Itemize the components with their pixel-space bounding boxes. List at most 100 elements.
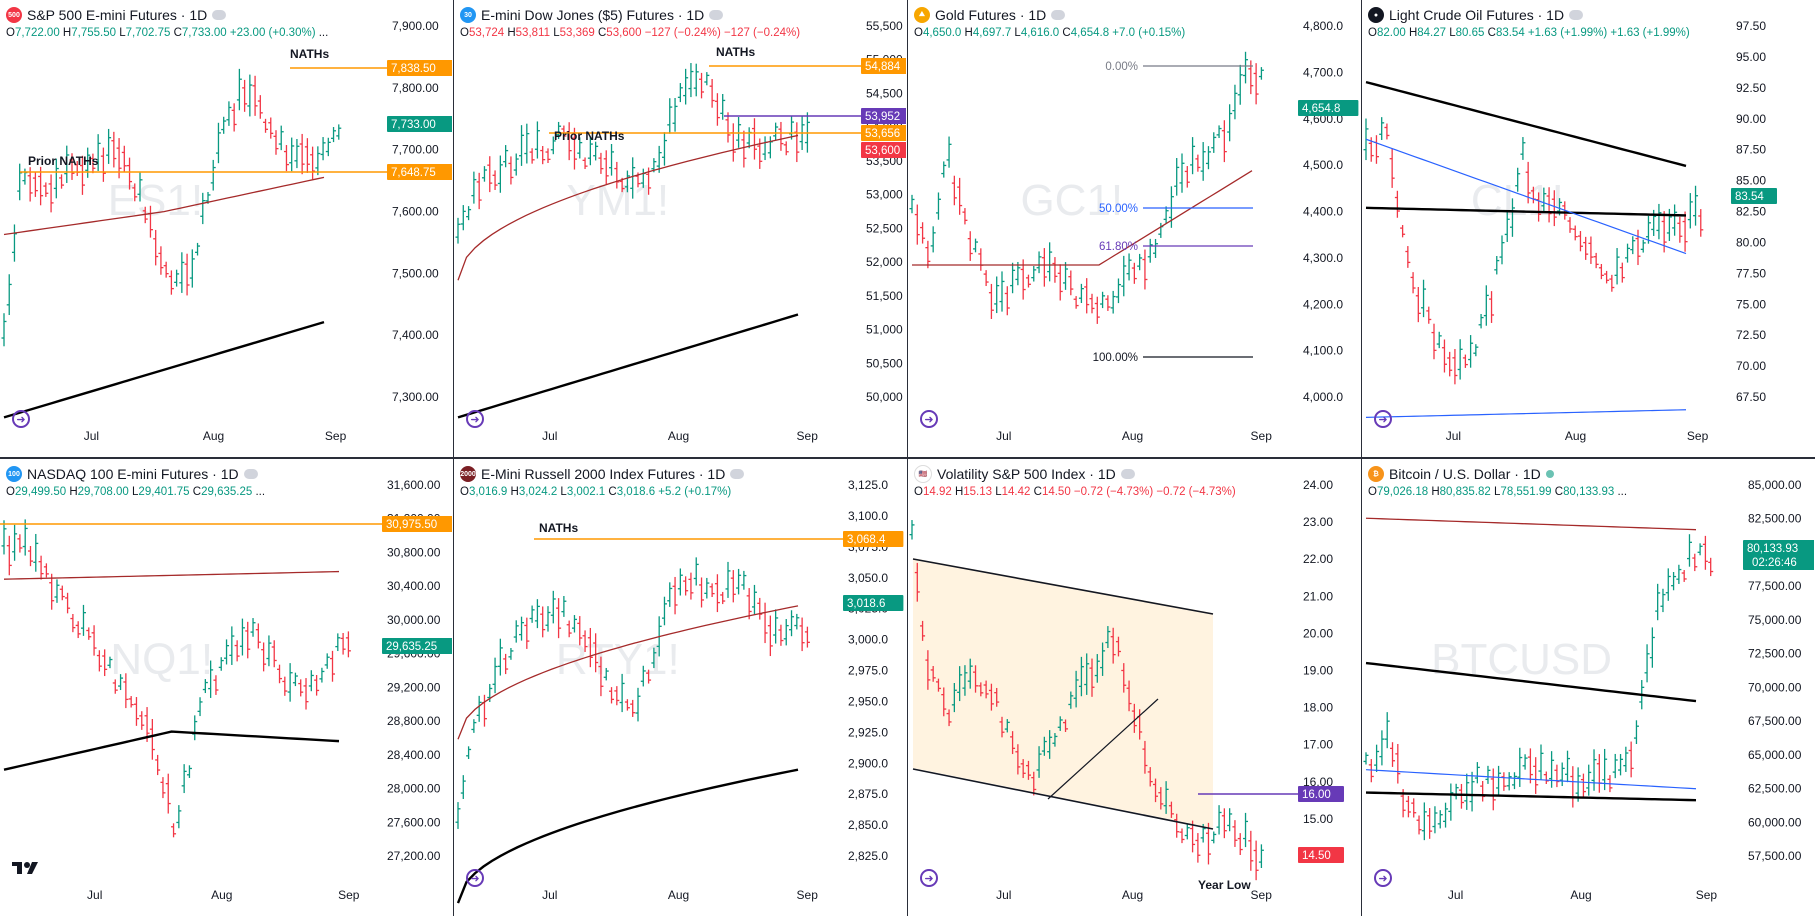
market-status-icon[interactable] — [212, 10, 227, 20]
ohlc-bar — [1015, 261, 1021, 286]
chart-canvas[interactable]: BTCUSDJulAugSep85,000.0082,500.0080,000.… — [1362, 459, 1814, 914]
ohlc-bar — [661, 596, 667, 626]
symbol-title[interactable]: E-mini Dow Jones ($5) Futures · 1D — [481, 7, 705, 23]
ohlc-bar — [693, 557, 699, 586]
symbol-title[interactable]: Volatility S&P 500 Index · 1D — [937, 466, 1116, 482]
panel-divider[interactable] — [0, 457, 1815, 459]
ohlc-bar — [1665, 568, 1671, 601]
market-status-icon[interactable] — [1569, 10, 1584, 20]
ohlc-bar — [683, 68, 689, 105]
symbol-header[interactable]: 100 NASDAQ 100 E-mini Futures · 1D O29,4… — [6, 463, 382, 505]
replay-icon[interactable]: ➜ — [1374, 869, 1392, 887]
fib-level-label: 100.00% — [1093, 352, 1138, 364]
channel-bottom-line[interactable] — [912, 768, 1214, 830]
chart-panel-rty[interactable]: RTY1!JulAugSep3,125.03,100.03,075.03,050… — [454, 459, 906, 914]
symbol-title[interactable]: NASDAQ 100 E-mini Futures · 1D — [27, 466, 239, 482]
ohlc-bar — [709, 583, 715, 598]
chart-canvas[interactable]: NQ1!JulAugSep31,600.0031,200.0030,800.00… — [0, 459, 452, 914]
channel-top-line[interactable] — [912, 558, 1214, 615]
chart-canvas[interactable]: GC1!Jul Aug Sep4,800.04,700.04,600.04,500.… — [908, 0, 1360, 455]
symbol-watermark: GC1! — [1020, 176, 1123, 225]
replay-icon[interactable]: ➜ — [466, 869, 484, 887]
market-status-icon[interactable] — [730, 469, 745, 479]
ohlc-values: O3,016.9 H3,024.2 L3,002.1 C3,018.6 +5.2… — [460, 486, 732, 498]
market-status-icon[interactable] — [243, 469, 258, 479]
time-axis-label: Aug — [1565, 429, 1586, 443]
ohlc-bar — [1405, 246, 1411, 268]
replay-icon[interactable]: ➜ — [12, 410, 30, 428]
tradingview-logo[interactable] — [10, 858, 44, 878]
ohlc-bar — [1504, 211, 1510, 242]
ohlc-bar — [273, 130, 279, 155]
price-axis-label: 30,000.00 — [387, 613, 441, 627]
chart-canvas[interactable]: VIXJulAugSep24.0023.0022.0021.0020.0019.… — [908, 459, 1360, 914]
ohlc-bar — [210, 159, 216, 191]
symbol-title[interactable]: E-Mini Russell 2000 Index Futures · 1D — [481, 466, 726, 482]
replay-icon[interactable]: ➜ — [1374, 410, 1392, 428]
chart-panel-btc[interactable]: BTCUSDJulAugSep85,000.0082,500.0080,000.… — [1362, 459, 1814, 914]
ohlc-bar — [6, 535, 12, 576]
ohlc-values: O7,722.00 H7,755.50 L7,702.75 C7,733.00 … — [6, 27, 329, 39]
ohlc-bar — [914, 204, 920, 245]
ohlc-bar — [213, 675, 219, 695]
symbol-header[interactable]: 500 S&P 500 E-mini Futures · 1D O7,722.0… — [6, 4, 382, 46]
ohlc-bar — [1163, 781, 1169, 814]
symbol-title[interactable]: Gold Futures · 1D — [935, 7, 1047, 23]
ohlc-bar — [619, 673, 625, 713]
ohlc-bar — [693, 63, 699, 97]
symbol-header[interactable]: 2000 E-Mini Russell 2000 Index Futures ·… — [460, 463, 836, 505]
ohlc-bar — [336, 124, 342, 140]
ohlc-bar — [1126, 680, 1132, 712]
price-axis-label: 4,500.0 — [1303, 158, 1343, 172]
ohlc-bar — [330, 650, 336, 682]
ohlc-bar — [577, 616, 583, 646]
ohlc-bar — [751, 584, 757, 615]
ohlc-bar — [158, 246, 164, 275]
ohlc-bar — [1068, 270, 1074, 296]
ohlc-bar — [69, 153, 75, 180]
symbol-header[interactable]: 🇺🇸 Volatility S&P 500 Index · 1D O14.92 … — [914, 463, 1290, 505]
svg-text:53,600: 53,600 — [865, 145, 900, 157]
symbol-title[interactable]: Bitcoin / U.S. Dollar · 1D — [1389, 466, 1541, 482]
trend-line[interactable] — [1047, 698, 1159, 800]
chart-canvas[interactable]: ES1!Jul Aug Sep7,900.007,800.007,700.007,6… — [0, 0, 452, 455]
ohlc-bar — [978, 248, 984, 271]
market-status-icon[interactable] — [1051, 10, 1066, 20]
symbol-header[interactable]: ⛰ Gold Futures · 1D O4,650.0 H4,697.7 L4… — [914, 4, 1290, 46]
ohlc-bar — [325, 137, 331, 157]
chart-panel-gc[interactable]: GC1! Jul Aug Sep 4,800.0 4,700.0 4,600.0 4,500.… — [908, 0, 1360, 455]
replay-icon[interactable]: ➜ — [920, 869, 938, 887]
ma-slow-line — [456, 768, 799, 904]
price-axis-label: 67.50 — [1736, 390, 1766, 404]
chart-panel-es[interactable]: ES1! Jul Aug Sep 7,900.00 7,800.00 7,700.00 7,6… — [0, 0, 452, 455]
ohlc-bar — [1485, 765, 1491, 784]
chart-canvas[interactable]: CL1!Jul Aug Sep97.5095.0092.5090.0087.5085… — [1362, 0, 1814, 455]
chart-canvas[interactable]: YM1!JulAugSep55,50055,00054,50054,00053,… — [454, 0, 906, 455]
market-status-icon[interactable] — [709, 10, 724, 20]
symbol-header[interactable]: ● Light Crude Oil Futures · 1D O82.00 H8… — [1368, 4, 1744, 46]
chart-canvas[interactable]: RTY1!JulAugSep3,125.03,100.03,075.03,050… — [454, 459, 906, 914]
replay-icon[interactable]: ➜ — [466, 410, 484, 428]
chart-panel-vix[interactable]: VIXJulAugSep24.0023.0022.0021.0020.0019.… — [908, 459, 1360, 914]
ohlc-bar — [1572, 225, 1578, 241]
replay-icon[interactable]: ➜ — [920, 410, 938, 428]
ohlc-bar — [534, 121, 540, 159]
ohlc-bar — [1593, 252, 1599, 269]
chart-panel-nq[interactable]: NQ1!JulAugSep31,600.0031,200.0030,800.00… — [0, 459, 452, 914]
ohlc-bar — [49, 573, 55, 610]
ohlc-bar — [1195, 154, 1201, 172]
symbol-title[interactable]: S&P 500 E-mini Futures · 1D — [27, 7, 208, 23]
ohlc-bar — [1431, 323, 1437, 360]
market-status-icon[interactable] — [1120, 469, 1135, 479]
symbol-title[interactable]: Light Crude Oil Futures · 1D — [1389, 7, 1565, 23]
symbol-header[interactable]: 30 E-mini Dow Jones ($5) Futures · 1D O5… — [460, 4, 836, 46]
ohlc-bar — [1020, 759, 1026, 779]
symbol-header[interactable]: ₿ Bitcoin / U.S. Dollar · 1D O79,026.18 … — [1368, 463, 1744, 505]
ohlc-bar — [27, 167, 33, 202]
ohlc-bar — [582, 630, 588, 652]
chart-panel-cl[interactable]: CL1! Jul Aug Sep 97.50 95.00 92.50 90.00 87.50 85… — [1362, 0, 1814, 455]
market-status-icon[interactable] — [1545, 470, 1554, 478]
chart-panel-ym[interactable]: YM1!JulAugSep55,50055,00054,50054,00053,… — [454, 0, 906, 455]
ohlc-bar — [1174, 158, 1180, 196]
price-axis-label: 4,200.0 — [1303, 297, 1343, 311]
